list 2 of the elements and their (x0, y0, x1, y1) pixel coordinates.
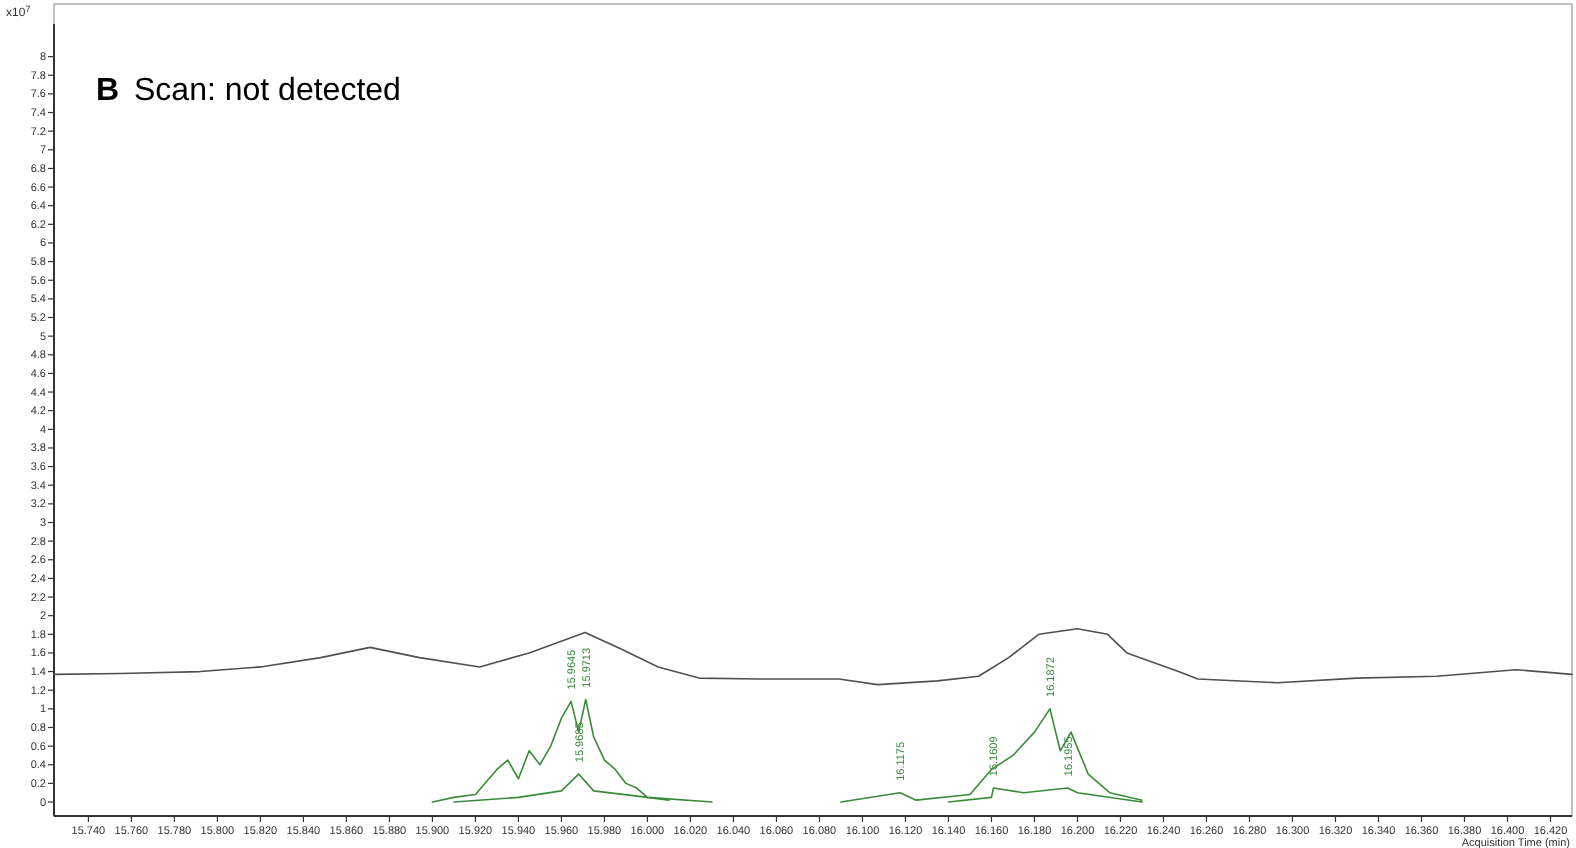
text: B (96, 74, 120, 108)
text: Scan: not detected (134, 74, 401, 108)
